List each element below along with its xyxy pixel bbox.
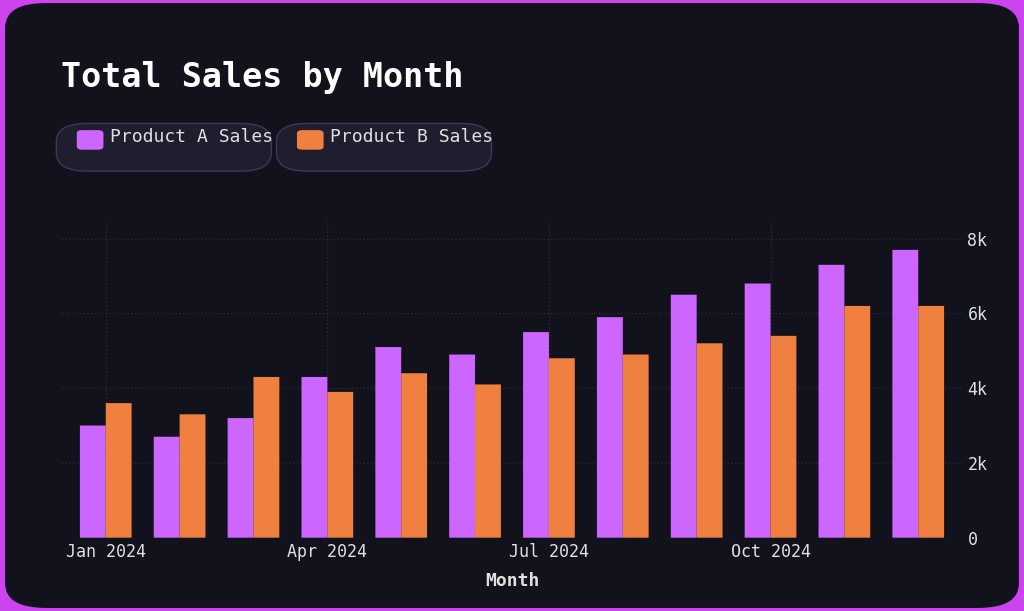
X-axis label: Month: Month — [484, 572, 540, 590]
FancyBboxPatch shape — [623, 354, 648, 538]
Text: Total Sales by Month: Total Sales by Month — [61, 61, 464, 94]
FancyBboxPatch shape — [105, 403, 132, 538]
Text: Product B Sales: Product B Sales — [330, 128, 493, 146]
FancyBboxPatch shape — [549, 358, 574, 538]
FancyBboxPatch shape — [892, 250, 919, 538]
FancyBboxPatch shape — [845, 306, 870, 538]
FancyBboxPatch shape — [328, 392, 353, 538]
FancyBboxPatch shape — [401, 373, 427, 538]
FancyBboxPatch shape — [154, 437, 179, 538]
FancyBboxPatch shape — [818, 265, 845, 538]
Text: Product A Sales: Product A Sales — [110, 128, 272, 146]
FancyBboxPatch shape — [919, 306, 944, 538]
FancyBboxPatch shape — [376, 347, 401, 538]
FancyBboxPatch shape — [671, 295, 696, 538]
FancyBboxPatch shape — [254, 377, 280, 538]
FancyBboxPatch shape — [450, 354, 475, 538]
FancyBboxPatch shape — [227, 418, 254, 538]
FancyBboxPatch shape — [770, 336, 797, 538]
FancyBboxPatch shape — [301, 377, 328, 538]
FancyBboxPatch shape — [523, 332, 549, 538]
FancyBboxPatch shape — [597, 317, 623, 538]
FancyBboxPatch shape — [179, 414, 206, 538]
FancyBboxPatch shape — [744, 284, 770, 538]
FancyBboxPatch shape — [80, 425, 105, 538]
FancyBboxPatch shape — [696, 343, 723, 538]
FancyBboxPatch shape — [475, 384, 501, 538]
